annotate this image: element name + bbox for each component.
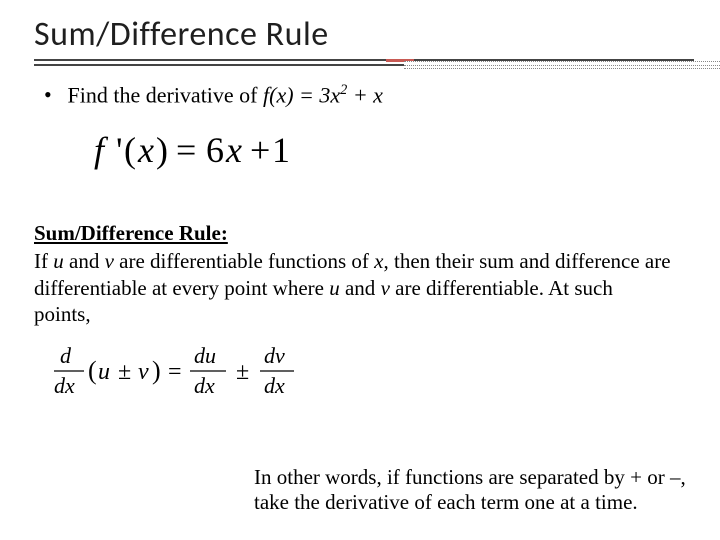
svg-text:): ) [152, 356, 161, 385]
derivative-formula: f ' ( x ) = 6 x + 1 [94, 126, 694, 181]
bullet-eq: = 3x [294, 82, 341, 107]
rule-heading: Sum/Difference Rule: [34, 221, 694, 246]
bullet-tail: + x [347, 82, 383, 107]
svg-text:dx: dx [264, 373, 285, 398]
svg-text:6: 6 [206, 130, 224, 170]
bullet-fx: f(x) [263, 82, 294, 107]
svg-text:dv: dv [264, 343, 285, 368]
svg-text:+: + [250, 130, 270, 170]
slide-title: Sum/Difference Rule [34, 14, 694, 55]
svg-text:v: v [138, 359, 149, 385]
svg-text:dx: dx [54, 373, 75, 398]
svg-text:1: 1 [272, 130, 290, 170]
bullet-line: • Find the derivative of f(x) = 3x2 + x [44, 82, 694, 108]
sum-rule-formula: d dx ( u ± v ) = du dx ± dv dx [54, 341, 694, 401]
svg-text:(: ( [124, 130, 136, 170]
svg-text:': ' [116, 130, 123, 170]
bullet-text: Find the derivative of [68, 82, 264, 107]
svg-text:u: u [98, 359, 110, 385]
rule-text: If u and v are differentiable functions … [34, 248, 694, 327]
svg-text:dx: dx [194, 373, 215, 398]
svg-text:d: d [60, 343, 72, 368]
svg-text:±: ± [118, 359, 131, 385]
svg-text:±: ± [236, 359, 249, 385]
svg-text:x: x [225, 130, 242, 170]
svg-text:=: = [168, 359, 182, 385]
svg-text:x: x [137, 130, 154, 170]
svg-text:(: ( [88, 356, 97, 385]
title-underline [34, 59, 694, 66]
svg-text:f: f [94, 130, 109, 170]
closing-text: In other words, if functions are separat… [254, 465, 700, 516]
svg-text:du: du [194, 343, 216, 368]
svg-text:=: = [176, 130, 196, 170]
svg-text:): ) [156, 130, 168, 170]
bullet-dot: • [44, 82, 62, 108]
